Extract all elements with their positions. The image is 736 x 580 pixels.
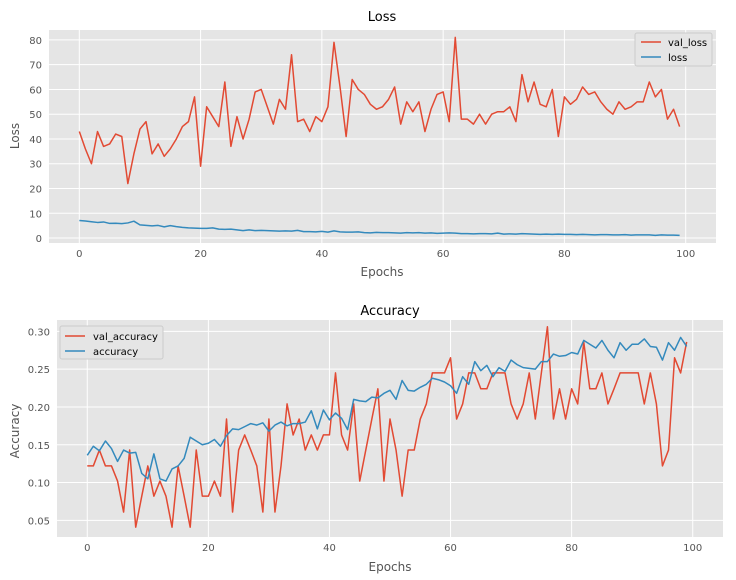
loss-xlabel: Epochs [361, 265, 404, 279]
loss-legend-label-val-loss: val_loss [668, 38, 707, 49]
loss-ytick-label: 30 [29, 160, 42, 171]
accuracy-series-accuracy [86, 336, 688, 482]
accuracy-ticks: 0 20 40 60 80 100 0.05 0.10 0.15 0.20 0.25 0.30 [28, 327, 703, 554]
loss-series-loss [79, 219, 680, 237]
accuracy-xtick-label: 20 [202, 543, 215, 554]
accuracy-xtick-label: 100 [683, 543, 702, 554]
loss-ticks: 0 20 40 60 80 100 0 10 20 30 40 50 60 70 80 [29, 36, 695, 260]
accuracy-xtick-label: 0 [84, 543, 90, 554]
loss-legend: val_loss loss [634, 32, 713, 67]
accuracy-legend: val_accuracy accuracy [59, 325, 164, 360]
loss-ytick-label: 10 [29, 209, 42, 220]
accuracy-ytick-label: 0.25 [28, 365, 50, 376]
accuracy-ylabel: Accuracy [8, 404, 22, 459]
accuracy-series-lines [86, 326, 688, 528]
accuracy-xtick-label: 80 [565, 543, 578, 554]
accuracy-legend-label-val-accuracy: val_accuracy [93, 332, 158, 343]
loss-series-lines [78, 36, 681, 237]
loss-legend-label-loss: loss [668, 53, 687, 64]
loss-ytick-label: 40 [29, 135, 42, 146]
loss-chart: 0 20 40 60 80 100 0 10 20 30 40 50 60 70 80 Loss Epoch… [8, 10, 716, 279]
loss-xtick-label: 60 [437, 249, 450, 260]
loss-title: Loss [368, 10, 397, 25]
accuracy-chart: 0 20 40 60 80 100 0.05 0.10 0.15 0.20 0.25 0.30 Acc… [8, 304, 723, 574]
accuracy-ytick-label: 0.05 [28, 516, 50, 527]
accuracy-xtick-label: 40 [323, 543, 336, 554]
loss-ylabel: Loss [8, 123, 22, 149]
accuracy-xlabel: Epochs [369, 560, 412, 574]
accuracy-xtick-label: 60 [444, 543, 457, 554]
accuracy-ytick-label: 0.15 [28, 441, 50, 452]
loss-series-val-loss [78, 36, 681, 185]
accuracy-title: Accuracy [360, 304, 420, 319]
loss-ytick-label: 50 [29, 110, 42, 121]
accuracy-ytick-label: 0.30 [28, 327, 50, 338]
loss-xtick-label: 0 [76, 249, 82, 260]
loss-xtick-label: 100 [676, 249, 695, 260]
loss-ytick-label: 70 [29, 61, 42, 72]
accuracy-legend-label-accuracy: accuracy [93, 347, 138, 358]
loss-plot-area [49, 30, 716, 243]
accuracy-series-val-accuracy [87, 326, 688, 528]
loss-xtick-label: 80 [558, 249, 571, 260]
loss-grid [49, 30, 716, 243]
accuracy-legend-box [59, 325, 164, 360]
loss-ytick-label: 60 [29, 85, 42, 96]
loss-ytick-label: 80 [29, 36, 42, 47]
loss-xtick-label: 40 [315, 249, 328, 260]
loss-xtick-label: 20 [194, 249, 207, 260]
loss-ytick-label: 20 [29, 185, 42, 196]
loss-ytick-label: 0 [36, 234, 42, 245]
accuracy-grid [57, 320, 723, 537]
accuracy-ytick-label: 0.20 [28, 403, 50, 414]
accuracy-ytick-label: 0.10 [28, 479, 50, 490]
